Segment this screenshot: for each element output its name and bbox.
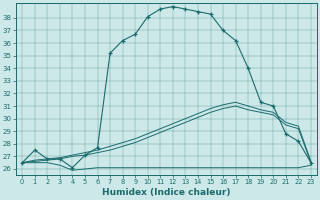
X-axis label: Humidex (Indice chaleur): Humidex (Indice chaleur) (102, 188, 231, 197)
